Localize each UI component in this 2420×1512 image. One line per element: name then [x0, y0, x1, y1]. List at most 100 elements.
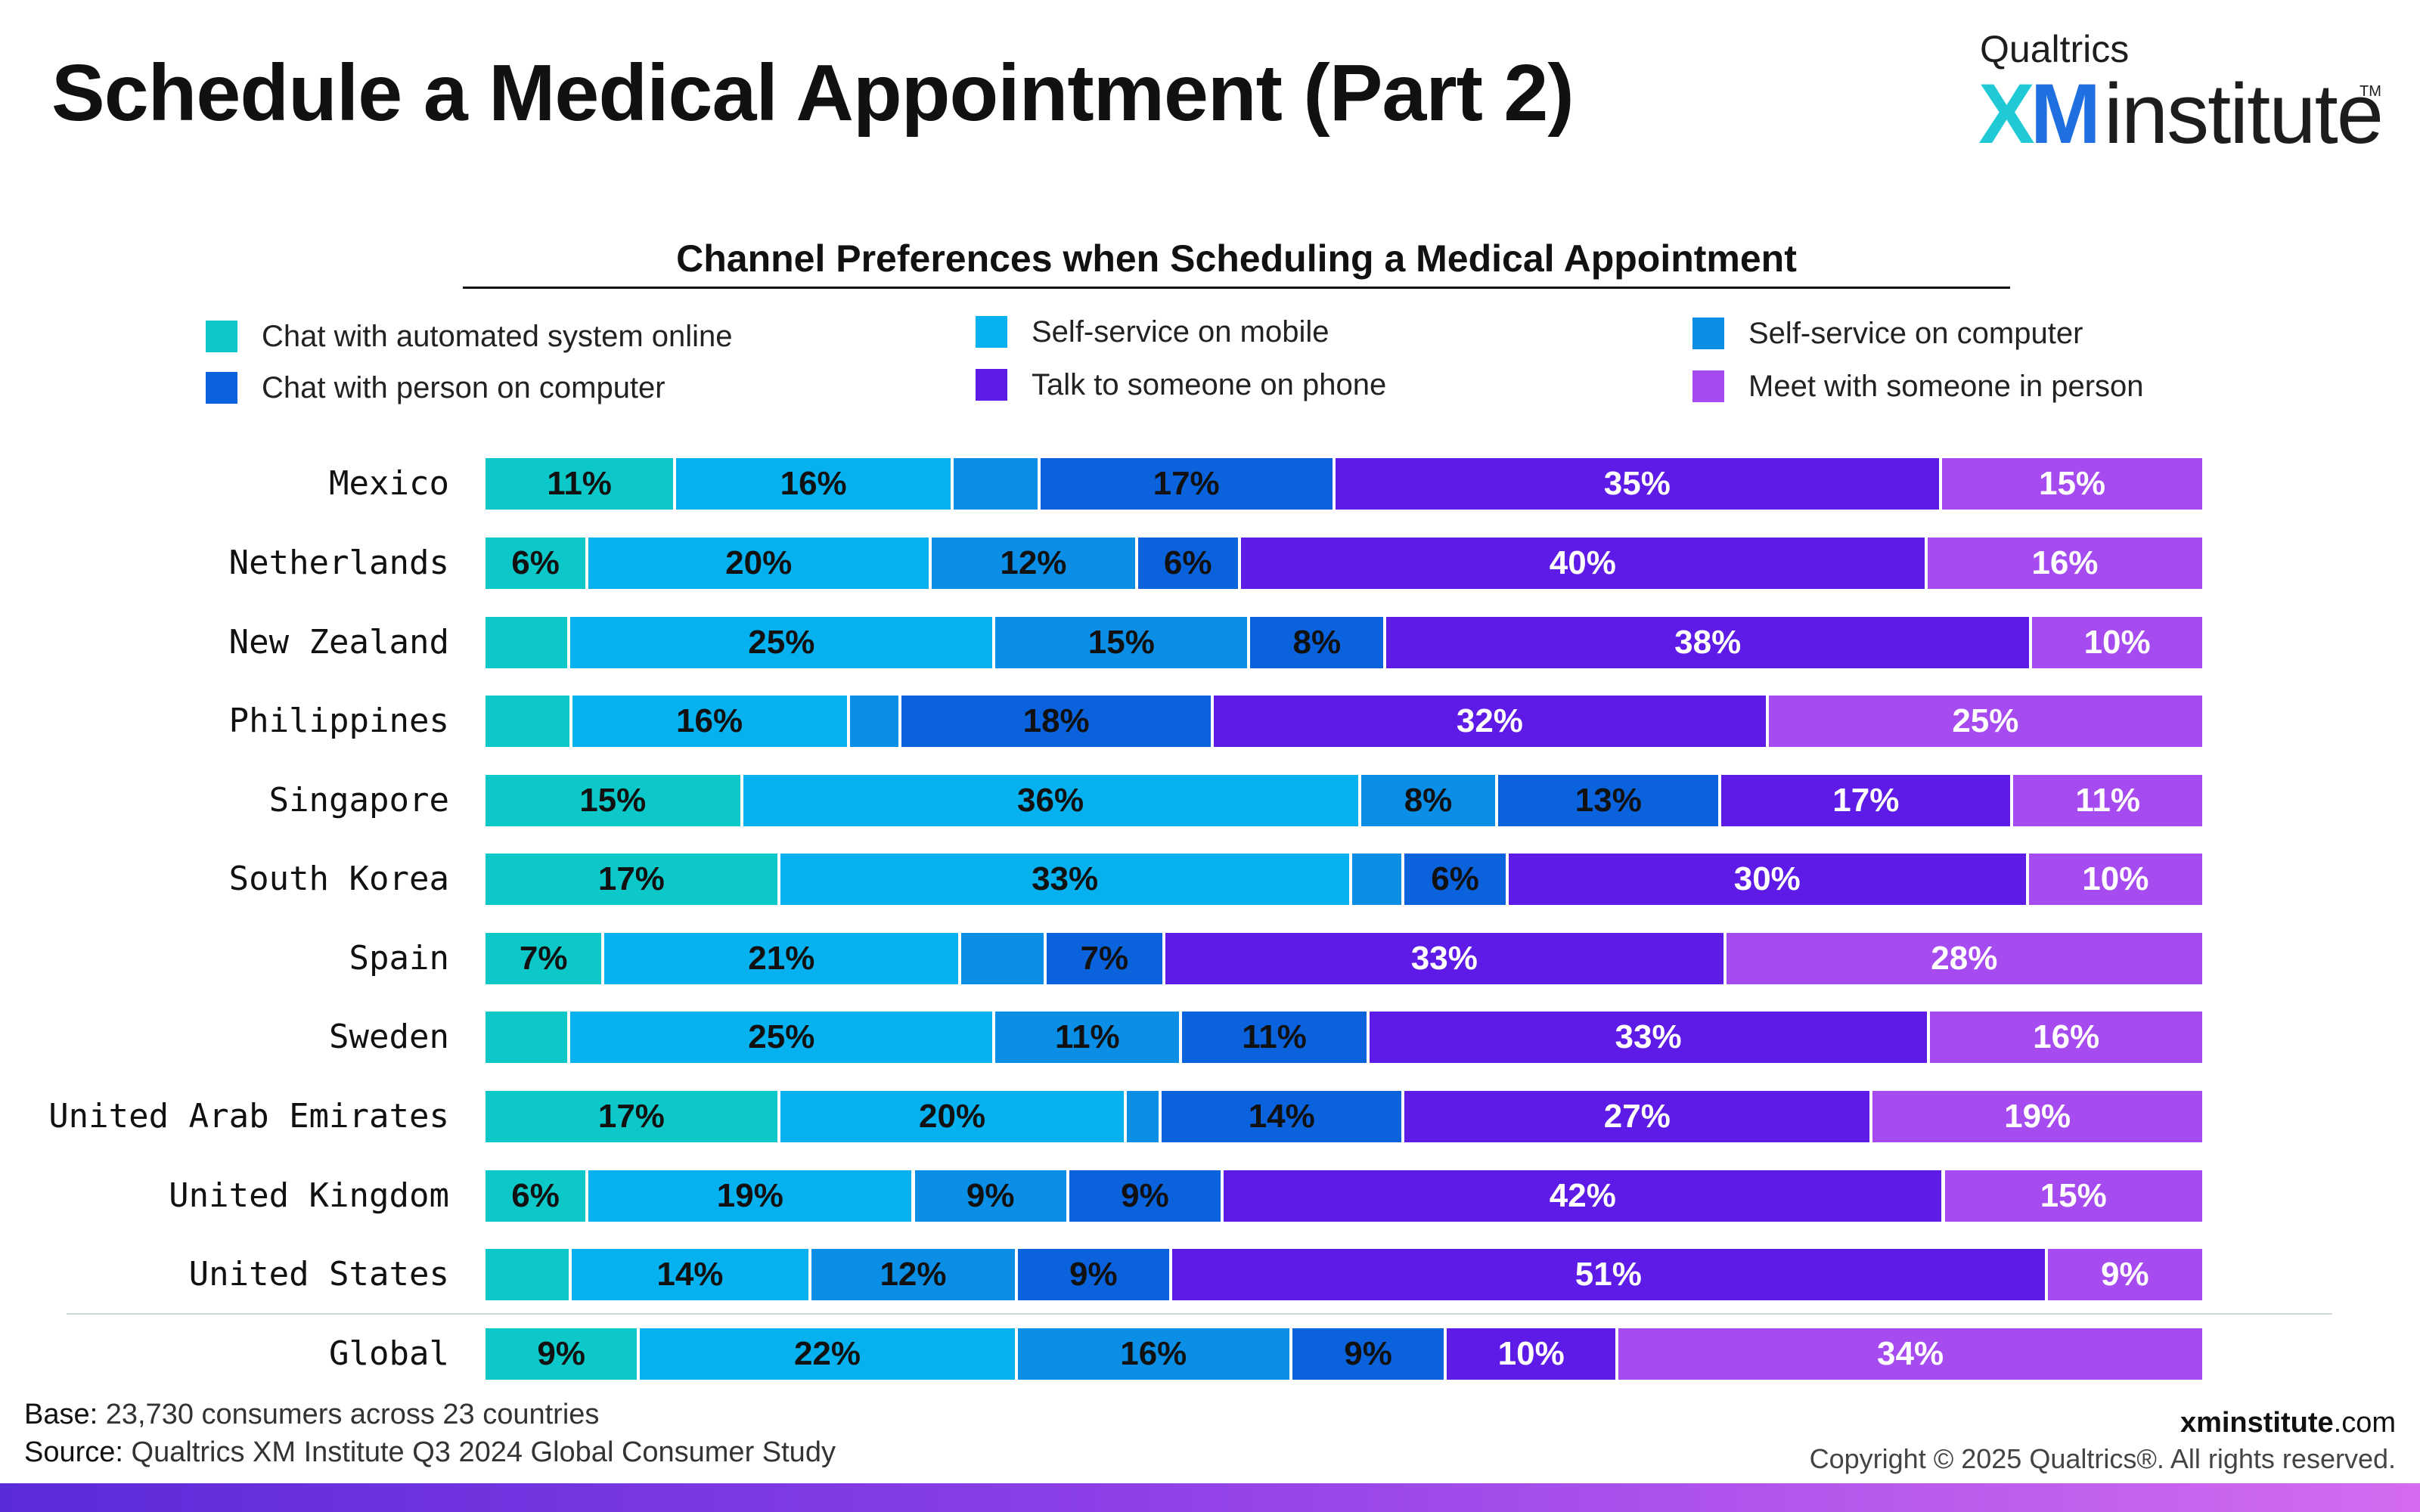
data-label: 6% — [1163, 544, 1212, 581]
bar-segment: 16% — [1927, 538, 2202, 589]
bar-segment: 17% — [486, 1091, 780, 1142]
base-text: 23,730 consumers across 23 countries — [98, 1399, 600, 1430]
bar-segment: 15% — [995, 617, 1251, 668]
logo-xm-mark: XM — [1978, 67, 2101, 161]
source-label: Source: — [24, 1436, 123, 1468]
bar-segment: 9% — [486, 1328, 641, 1380]
bar-segment: 25% — [1768, 696, 2202, 747]
category-label: United Kingdom — [169, 1176, 449, 1215]
category-label: Philippines — [228, 702, 449, 740]
category-label: Mexico — [329, 464, 449, 503]
data-label: 9% — [1121, 1177, 1169, 1214]
data-label: 17% — [1153, 465, 1220, 502]
bar-segment: 9% — [914, 1170, 1069, 1222]
bar-segment — [486, 1012, 571, 1063]
data-label: 35% — [1603, 465, 1671, 502]
data-label: 22% — [793, 1335, 861, 1372]
bar-segment: 14% — [571, 1249, 812, 1300]
source-note: Source: Qualtrics XM Institute Q3 2024 G… — [24, 1433, 836, 1471]
bar-segment: 34% — [1618, 1328, 2202, 1380]
bar-segment: 28% — [1726, 933, 2202, 984]
bar-row: United Arab Emirates 17% 20% 14% 27% 19% — [0, 1091, 2420, 1142]
bar-segment: 42% — [1224, 1170, 1945, 1222]
legend-swatch — [206, 321, 237, 352]
data-label: 25% — [748, 624, 815, 661]
data-label: 6% — [1431, 860, 1479, 897]
bar-segment: 35% — [1335, 458, 1943, 510]
bar-segment: 10% — [2028, 854, 2202, 905]
bar-row: Spain 7% 21% 7% 33% 28% — [0, 933, 2420, 984]
data-label: 9% — [1069, 1256, 1118, 1293]
data-label: 28% — [1931, 940, 1998, 977]
category-label: Singapore — [268, 781, 449, 820]
category-label: United States — [188, 1255, 449, 1294]
stacked-bar: 6% 20% 12% 6% 40% 16% — [486, 538, 2202, 589]
stacked-bar: 25% 15% 8% 38% 10% — [486, 617, 2202, 668]
category-label: Spain — [349, 939, 449, 978]
site-name: xminstitute — [2180, 1407, 2334, 1439]
bar-segment — [486, 696, 572, 747]
legend-swatch — [1692, 318, 1724, 349]
bar-segment: 17% — [1721, 775, 2014, 826]
bar-segment — [486, 617, 571, 668]
data-label: 7% — [519, 940, 568, 977]
bar-segment: 11% — [995, 1012, 1183, 1063]
bar-segment: 8% — [1250, 617, 1387, 668]
data-label: 9% — [537, 1335, 585, 1372]
legend-swatch — [976, 316, 1007, 348]
bar-segment: 16% — [1930, 1012, 2202, 1063]
legend-item: Self-service on computer — [1692, 314, 2083, 352]
data-label: 9% — [2101, 1256, 2149, 1293]
legend-label: Meet with someone in person — [1748, 369, 2144, 403]
legend-label: Chat with automated system online — [262, 319, 733, 353]
data-label: 51% — [1575, 1256, 1642, 1293]
data-label: 40% — [1549, 544, 1616, 581]
category-label: South Korea — [228, 860, 449, 898]
data-label: 17% — [597, 1098, 665, 1135]
data-label: 8% — [1292, 624, 1342, 661]
stacked-bar: 11% 16% 17% 35% 15% — [486, 458, 2202, 510]
data-label: 16% — [780, 465, 847, 502]
bar-segment: 33% — [780, 854, 1353, 905]
bar-segment: 13% — [1498, 775, 1722, 826]
logo-qualtrics-text: Qualtrics — [1980, 28, 2130, 70]
bar-segment: 15% — [486, 775, 743, 826]
bar-segment: 18% — [901, 696, 1215, 747]
bar-segment: 6% — [486, 538, 589, 589]
bar-segment: 9% — [1069, 1170, 1224, 1222]
site-domain: .com — [2333, 1407, 2396, 1439]
data-label: 11% — [1055, 1018, 1120, 1055]
bar-segment: 14% — [1162, 1091, 1405, 1142]
bar-segment: 22% — [640, 1328, 1018, 1380]
data-label: 12% — [1000, 544, 1067, 581]
data-label: 20% — [725, 544, 793, 581]
data-label: 32% — [1456, 702, 1523, 739]
data-label: 42% — [1549, 1177, 1616, 1214]
bar-segment: 30% — [1508, 854, 2029, 905]
logo-institute-text: institute — [2104, 67, 2384, 161]
source-text: Qualtrics XM Institute Q3 2024 Global Co… — [123, 1436, 836, 1468]
bar-segment: 17% — [1040, 458, 1336, 510]
page-title: Schedule a Medical Appointment (Part 2) — [51, 48, 1575, 138]
data-label: 16% — [1120, 1335, 1187, 1372]
bar-segment: 11% — [1182, 1012, 1370, 1063]
bar-segment: 33% — [1369, 1012, 1931, 1063]
bar-segment: 32% — [1214, 696, 1769, 747]
bar-segment: 7% — [486, 933, 605, 984]
data-label: 27% — [1603, 1098, 1671, 1135]
data-label: 16% — [2033, 1018, 2100, 1055]
stacked-bar: 14% 12% 9% 51% 9% — [486, 1249, 2202, 1300]
data-label: 19% — [2004, 1098, 2071, 1135]
bar-row: Sweden 25% 11% 11% 33% 16% — [0, 1012, 2420, 1063]
legend-swatch — [976, 369, 1007, 401]
bar-segment: 25% — [570, 1012, 996, 1063]
bar-segment: 20% — [780, 1091, 1128, 1142]
bar-segment — [961, 933, 1047, 984]
data-label: 16% — [2031, 544, 2099, 581]
data-label: 11% — [2075, 782, 2140, 819]
data-label: 33% — [1410, 940, 1478, 977]
bar-segment: 6% — [1137, 538, 1241, 589]
data-label: 15% — [579, 782, 647, 819]
site-link[interactable]: xminstitute.com — [1810, 1405, 2396, 1441]
data-label: 14% — [656, 1256, 724, 1293]
